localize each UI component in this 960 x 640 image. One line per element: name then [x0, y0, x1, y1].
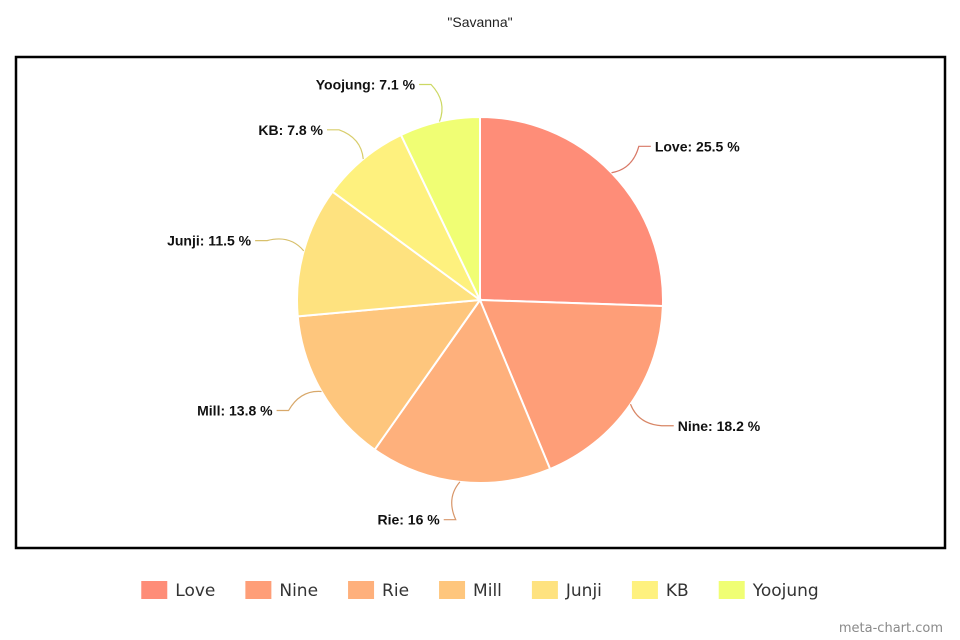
- slice-label-yoojung: Yoojung: 7.1 %: [316, 76, 416, 92]
- slice-label-love: Love: 25.5 %: [655, 138, 740, 154]
- legend-label-kb: KB: [666, 581, 689, 601]
- pie-slice-rie: [373, 297, 552, 484]
- legend-swatch-kb: [631, 581, 658, 599]
- pie-slice-nine: [478, 298, 664, 471]
- legend-swatch-junji: [531, 581, 558, 599]
- pie-slice-yoojung: [399, 115, 481, 301]
- slice-labels: Love: 25.5 % Nine: 18.2 % Rie: 16 % Mill: 1…: [167, 76, 761, 527]
- leader-line-love: [611, 145, 651, 174]
- leader-line-junji: [255, 238, 305, 252]
- legend-label-love: Love: [175, 581, 215, 601]
- leader-line-yoojung: [419, 83, 443, 122]
- slice-label-rie: Rie: 16 %: [377, 512, 440, 528]
- label-leader-lines: [255, 83, 674, 521]
- legend-label-nine: Nine: [279, 581, 318, 601]
- watermark: meta-chart.com: [839, 621, 943, 636]
- legend-label-junji: Junji: [565, 581, 602, 601]
- slice-label-kb: KB: 7.8 %: [258, 122, 323, 138]
- slice-label-mill: Mill: 13.8 %: [197, 403, 273, 419]
- legend-label-rie: Rie: [382, 581, 409, 601]
- legend-label-yoojung: Yoojung: [752, 581, 819, 601]
- pie-slice-love: [479, 115, 664, 308]
- pie-slices: [296, 115, 664, 484]
- legend-swatch-love: [141, 581, 168, 599]
- leader-line-kb: [327, 129, 364, 160]
- chart-title: "Savanna": [447, 14, 512, 30]
- pie-slice-mill: [296, 298, 483, 452]
- legend-swatch-nine: [245, 581, 272, 599]
- legend: Love Nine Rie Mill Junji KB Yoojung: [141, 581, 819, 601]
- legend-swatch-yoojung: [718, 581, 745, 599]
- slice-label-junji: Junji: 11.5 %: [167, 233, 252, 249]
- slice-label-nine: Nine: 18.2 %: [678, 418, 761, 434]
- legend-swatch-mill: [439, 581, 466, 599]
- leader-line-rie: [443, 481, 461, 521]
- legend-swatch-rie: [348, 581, 375, 599]
- leader-line-mill: [276, 390, 322, 412]
- legend-label-mill: Mill: [473, 581, 502, 601]
- leader-line-nine: [629, 403, 674, 427]
